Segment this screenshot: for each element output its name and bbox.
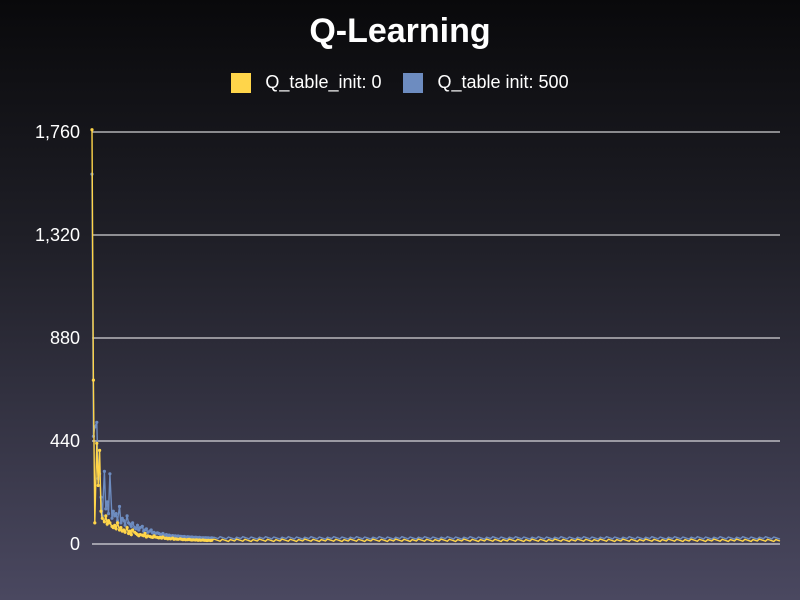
chart-title: Q-Learning (309, 12, 491, 50)
series-point-2 (102, 469, 106, 473)
legend-item-series-1[interactable]: Q_table_init: 0 (231, 72, 381, 93)
series-point-2 (119, 521, 123, 525)
series-point-1 (90, 128, 94, 132)
series-lines (90, 128, 781, 543)
series-point-1 (95, 441, 99, 445)
series-point-1 (125, 526, 129, 530)
series-line-1 (91, 129, 781, 543)
series-point-1 (113, 523, 117, 527)
legend-swatch-series-2 (403, 72, 424, 93)
series-point-2 (135, 523, 140, 527)
series-point-1 (131, 528, 135, 532)
series-point-2 (125, 514, 129, 518)
y-tick-label: 0 (70, 534, 80, 554)
legend-label-series-1: Q_table_init: 0 (265, 72, 382, 92)
series-point-2 (123, 523, 127, 527)
series-point-2 (131, 521, 135, 525)
series-point-1 (96, 483, 100, 488)
legend-swatch-series-1 (231, 72, 252, 93)
series-point-2 (111, 509, 115, 513)
series-point-2 (113, 514, 117, 518)
series-point-1 (122, 528, 126, 532)
series-point-2 (105, 500, 109, 504)
series-point-2 (137, 528, 141, 532)
series-point-1 (143, 531, 147, 536)
series-point-1 (100, 516, 104, 520)
series-point-1 (117, 528, 122, 532)
series-point-2 (106, 511, 111, 516)
series-point-1 (126, 531, 131, 536)
series-line-2 (91, 174, 781, 540)
series-point-2 (114, 511, 118, 516)
series-point-1 (93, 521, 97, 525)
series-point-2 (120, 516, 124, 520)
y-tick-label: 1,320 (35, 225, 80, 245)
series-point-1 (210, 538, 214, 542)
series-point-1 (128, 529, 132, 533)
y-axis: 0 440 880 1,320 1,760 (35, 122, 80, 554)
series-point-1 (115, 521, 120, 525)
series-point-1 (106, 519, 111, 523)
legend-label-series-2: Q_table init: 500 (437, 72, 569, 92)
series-point-1 (105, 522, 109, 526)
series-point-1 (98, 448, 102, 452)
series-point-2 (117, 504, 122, 509)
series-point-1 (104, 514, 108, 518)
series-point-2 (122, 519, 126, 523)
series-point-2 (144, 527, 148, 531)
series-point-2 (129, 524, 133, 529)
series-point-2 (134, 527, 138, 531)
series-point-1 (102, 520, 106, 524)
series-point-2 (95, 420, 99, 424)
legend-item-series-2[interactable]: Q_table init: 500 (403, 72, 569, 93)
series-point-1 (111, 526, 115, 530)
y-tick-label: 880 (50, 328, 80, 348)
series-point-1 (91, 378, 95, 382)
series-point-1 (129, 533, 133, 537)
series-point-2 (110, 516, 114, 520)
series-point-2 (128, 522, 132, 526)
series-point-2 (104, 507, 108, 511)
y-tick-label: 440 (50, 431, 80, 451)
series-point-2 (149, 528, 153, 532)
series-point-1 (123, 530, 127, 534)
legend: Q_table_init: 0 Q_table init: 500 (0, 72, 800, 93)
series-point-1 (99, 509, 103, 513)
gridlines (92, 131, 780, 545)
series-point-1 (119, 526, 123, 530)
series-point-1 (108, 521, 112, 525)
series-point-2 (108, 472, 112, 476)
series-point-2 (140, 524, 144, 529)
series-point-1 (114, 527, 118, 531)
y-tick-label: 1,760 (35, 122, 80, 142)
series-point-2 (210, 536, 214, 540)
